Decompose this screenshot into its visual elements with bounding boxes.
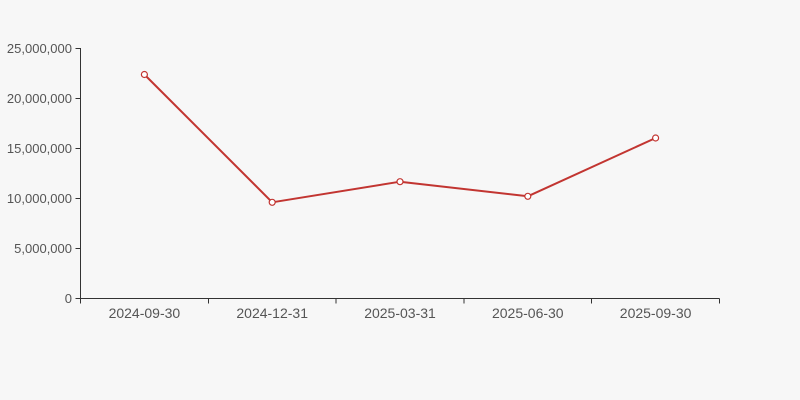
data-points bbox=[140, 70, 660, 206]
y-axis-labels: 0 5,000,000 10,000,000 15,000,000 20,000,000… bbox=[7, 41, 72, 306]
y-tick-label: 25,000,000 bbox=[7, 41, 72, 56]
x-tick-label: 2025-06-30 bbox=[492, 305, 564, 321]
x-axis-labels: 2024-09-30 2024-12-31 2025-03-31 2025-06-30… bbox=[109, 305, 692, 321]
axes bbox=[80, 48, 720, 299]
data-point[interactable] bbox=[268, 198, 276, 206]
y-axis-ticks bbox=[75, 48, 81, 299]
x-tick-label: 2025-03-31 bbox=[364, 305, 436, 321]
y-tick-label: 15,000,000 bbox=[7, 141, 72, 156]
x-tick-label: 2024-09-30 bbox=[109, 305, 181, 321]
y-tick-label: 5,000,000 bbox=[14, 241, 72, 256]
data-point[interactable] bbox=[651, 134, 660, 142]
y-tick-label: 0 bbox=[65, 291, 72, 306]
y-tick-label: 10,000,000 bbox=[7, 191, 72, 206]
x-tick-label: 2024-12-31 bbox=[236, 305, 308, 321]
y-tick-label: 20,000,000 bbox=[7, 91, 72, 106]
x-axis-ticks bbox=[80, 298, 720, 304]
data-point[interactable] bbox=[524, 192, 532, 200]
x-tick-label: 2025-09-30 bbox=[620, 305, 692, 321]
data-point[interactable] bbox=[140, 70, 148, 79]
data-point[interactable] bbox=[396, 178, 404, 186]
